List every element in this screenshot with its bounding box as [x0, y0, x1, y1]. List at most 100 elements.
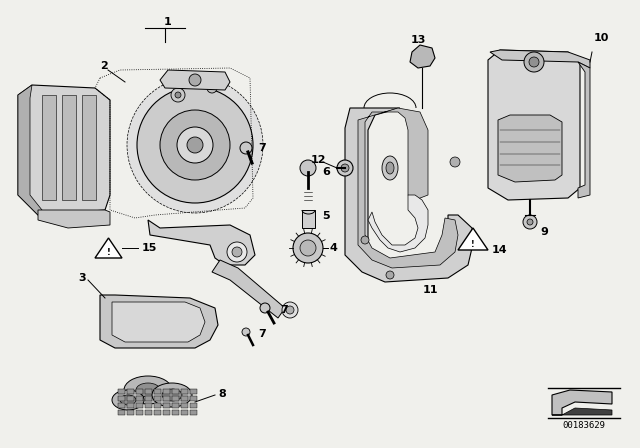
Polygon shape	[190, 403, 197, 408]
Polygon shape	[190, 389, 197, 394]
Circle shape	[227, 242, 247, 262]
Text: 7: 7	[258, 143, 266, 153]
Polygon shape	[163, 389, 170, 394]
Polygon shape	[172, 403, 179, 408]
Polygon shape	[145, 396, 152, 401]
Polygon shape	[38, 210, 110, 228]
Circle shape	[341, 164, 349, 172]
Circle shape	[286, 306, 294, 314]
Circle shape	[207, 83, 217, 93]
Polygon shape	[118, 403, 125, 408]
Polygon shape	[127, 396, 134, 401]
Polygon shape	[136, 396, 143, 401]
Circle shape	[171, 88, 185, 102]
Text: 00183629: 00183629	[563, 421, 605, 430]
Circle shape	[300, 240, 316, 256]
Polygon shape	[358, 108, 458, 268]
Polygon shape	[181, 389, 188, 394]
Polygon shape	[145, 403, 152, 408]
Text: 3: 3	[78, 273, 86, 283]
Polygon shape	[62, 95, 76, 200]
Circle shape	[523, 215, 537, 229]
Circle shape	[175, 92, 181, 98]
Polygon shape	[112, 302, 205, 342]
Polygon shape	[95, 238, 122, 258]
Polygon shape	[458, 228, 488, 250]
Text: 5: 5	[322, 211, 330, 221]
Circle shape	[529, 57, 539, 67]
Polygon shape	[172, 410, 179, 415]
Ellipse shape	[386, 162, 394, 174]
Circle shape	[527, 219, 533, 225]
Polygon shape	[181, 410, 188, 415]
Text: 4: 4	[330, 243, 338, 253]
Text: 9: 9	[540, 227, 548, 237]
Text: 6: 6	[322, 167, 330, 177]
Polygon shape	[302, 210, 315, 228]
Polygon shape	[136, 389, 143, 394]
Polygon shape	[190, 396, 197, 401]
Ellipse shape	[124, 376, 172, 404]
Circle shape	[282, 302, 298, 318]
Polygon shape	[190, 410, 197, 415]
Polygon shape	[82, 95, 96, 200]
Polygon shape	[488, 50, 580, 200]
Circle shape	[242, 328, 250, 336]
Polygon shape	[498, 115, 562, 182]
Polygon shape	[410, 45, 435, 68]
Polygon shape	[172, 396, 179, 401]
Text: !: !	[107, 247, 111, 257]
Ellipse shape	[112, 390, 144, 410]
Text: 2: 2	[100, 61, 108, 71]
Circle shape	[524, 52, 544, 72]
Polygon shape	[42, 95, 56, 200]
Polygon shape	[18, 85, 110, 215]
Circle shape	[386, 271, 394, 279]
Ellipse shape	[136, 383, 160, 397]
Polygon shape	[154, 396, 161, 401]
Circle shape	[300, 160, 316, 176]
Circle shape	[189, 74, 201, 86]
Polygon shape	[160, 70, 230, 90]
Polygon shape	[181, 396, 188, 401]
Polygon shape	[118, 396, 125, 401]
Polygon shape	[163, 410, 170, 415]
Ellipse shape	[152, 383, 192, 407]
Circle shape	[337, 160, 353, 176]
Circle shape	[177, 127, 213, 163]
Text: 10: 10	[594, 33, 609, 43]
Circle shape	[187, 137, 203, 153]
Polygon shape	[127, 410, 134, 415]
Text: 7: 7	[258, 329, 266, 339]
Text: !: !	[471, 240, 475, 249]
Polygon shape	[345, 108, 472, 282]
Polygon shape	[172, 389, 179, 394]
Polygon shape	[212, 260, 285, 318]
Circle shape	[361, 236, 369, 244]
Circle shape	[160, 110, 230, 180]
Text: 14: 14	[492, 245, 508, 255]
Ellipse shape	[382, 156, 398, 180]
Polygon shape	[490, 50, 590, 68]
Ellipse shape	[120, 395, 136, 405]
Polygon shape	[127, 403, 134, 408]
Text: 11: 11	[422, 285, 438, 295]
Circle shape	[127, 77, 263, 213]
Circle shape	[232, 247, 242, 257]
Circle shape	[137, 87, 253, 203]
Polygon shape	[136, 403, 143, 408]
Polygon shape	[145, 389, 152, 394]
Polygon shape	[163, 396, 170, 401]
Polygon shape	[368, 195, 428, 252]
Polygon shape	[552, 408, 612, 415]
Polygon shape	[118, 389, 125, 394]
Polygon shape	[136, 410, 143, 415]
Polygon shape	[578, 62, 590, 198]
Polygon shape	[154, 403, 161, 408]
Ellipse shape	[162, 389, 182, 401]
Circle shape	[240, 142, 252, 154]
Text: 12: 12	[310, 155, 326, 165]
Text: 7: 7	[280, 305, 288, 315]
Circle shape	[450, 157, 460, 167]
Circle shape	[260, 303, 270, 313]
